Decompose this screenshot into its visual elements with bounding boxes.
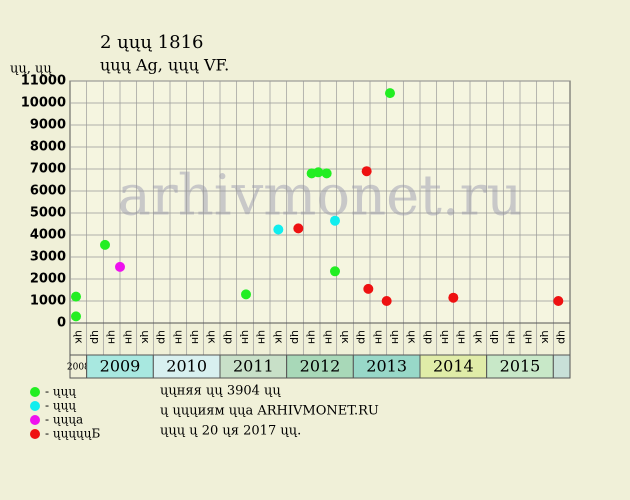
point — [553, 296, 564, 306]
column-label: ųн — [172, 330, 185, 344]
column-label: ųн — [306, 330, 319, 344]
column-label: ųн — [106, 330, 119, 344]
point — [381, 296, 392, 306]
legend-marker — [30, 401, 40, 411]
column-label: ųн — [506, 330, 519, 344]
legend-marker — [30, 415, 40, 425]
legend-label: - ųųųųųБ — [45, 427, 101, 441]
chart-title: 2 ųųų 1816 — [100, 32, 203, 53]
point — [241, 289, 251, 300]
point — [115, 261, 125, 272]
point — [448, 292, 459, 303]
chart-subtitle: ųųų Ag, ųųų VF. — [100, 56, 229, 75]
year-label: 2011 — [233, 357, 274, 376]
y-tick-label: 6000 — [30, 184, 66, 199]
column-label: ųр — [356, 330, 369, 344]
point — [273, 224, 284, 235]
point — [71, 291, 81, 302]
point — [100, 239, 110, 250]
y-tick-label: 10000 — [21, 96, 66, 111]
column-label: ųн — [322, 330, 335, 344]
column-label: ųн — [122, 330, 135, 344]
legend-label: - ųųųа — [45, 413, 83, 427]
y-tick-label: 0 — [57, 316, 66, 331]
y-tick-label: 5000 — [30, 206, 66, 221]
column-label: ųр — [222, 330, 235, 344]
year-cell — [552, 354, 571, 379]
column-label: ųк — [272, 330, 285, 344]
note: ųųų ų 20 ųя 2017 ųų. — [160, 424, 301, 439]
column-label: ųн — [439, 330, 452, 344]
year-label: 2009 — [100, 357, 141, 376]
year-label: 2012 — [300, 357, 341, 376]
y-tick-label: 7000 — [30, 162, 66, 177]
year-label: 2008 — [67, 363, 90, 373]
column-label: ųр — [289, 330, 302, 344]
point — [385, 88, 395, 99]
y-tick-label: 3000 — [30, 250, 66, 265]
point — [361, 166, 372, 177]
note: ųųняя ųų 3904 ųų — [160, 384, 281, 399]
column-label: ųк — [139, 330, 152, 344]
column-label: ųн — [256, 330, 269, 344]
column-label: ųн — [189, 330, 202, 344]
point — [363, 283, 374, 294]
y-label: ųų, ųų — [10, 62, 52, 77]
point — [330, 266, 340, 277]
column-label: ųк — [406, 330, 419, 344]
legend-marker — [30, 387, 40, 397]
y-tick-label: 1000 — [30, 294, 66, 309]
column-label: ųр — [89, 330, 102, 344]
column-label: ųр — [422, 330, 435, 344]
column-label: ųр — [489, 330, 502, 344]
point — [313, 167, 324, 178]
y-tick-label: 8000 — [30, 140, 66, 155]
column-label: ųн — [239, 330, 252, 344]
point — [293, 223, 304, 234]
column-label: ųк — [472, 330, 485, 344]
legend-label: - ųųų — [45, 399, 76, 413]
column-label: ųк — [206, 330, 219, 344]
point — [321, 168, 332, 179]
y-tick-label: 4000 — [30, 228, 66, 243]
y-tick-label: 2000 — [30, 272, 66, 287]
y-tick-label: 9000 — [30, 118, 66, 133]
year-label: 2010 — [166, 357, 207, 376]
column-label: ųн — [456, 330, 469, 344]
legend-label: - ųųų — [45, 385, 76, 399]
year-label: 2014 — [433, 357, 474, 376]
legend-marker — [30, 429, 40, 439]
year-label: 2015 — [500, 357, 541, 376]
column-label: ųн — [372, 330, 385, 344]
note: ų ųųųиям ųųа ARHIVMONET.RU — [160, 404, 379, 419]
column-label: ųн — [522, 330, 535, 344]
column-label: ųк — [72, 330, 85, 344]
point — [330, 215, 340, 226]
column-label: ųн — [389, 330, 402, 344]
column-label: ųр — [556, 330, 569, 344]
year-label: 2013 — [366, 357, 407, 376]
column-label: ųк — [539, 330, 552, 344]
y-tick-label: 11000 — [21, 74, 66, 89]
column-label: ųр — [156, 330, 169, 344]
point — [71, 311, 81, 322]
column-label: ųк — [339, 330, 352, 344]
